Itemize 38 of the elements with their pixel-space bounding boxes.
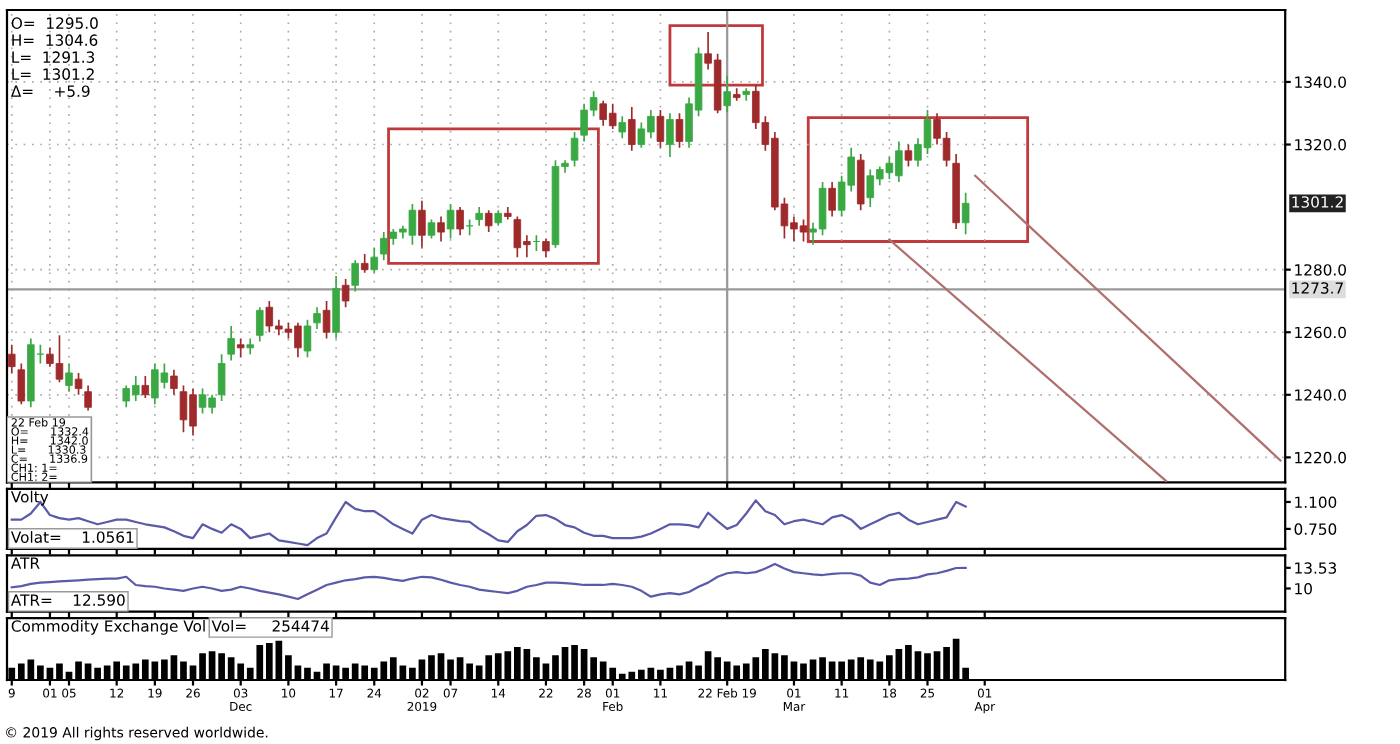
candlestick xyxy=(227,325,235,362)
candlestick xyxy=(666,112,674,158)
candlestick xyxy=(723,74,731,114)
candlestick xyxy=(84,384,92,412)
candlestick xyxy=(217,353,226,402)
candlestick xyxy=(628,106,636,152)
candlestick xyxy=(313,306,321,330)
candlestick xyxy=(236,337,245,359)
candlestick xyxy=(360,253,369,274)
candlestick xyxy=(904,143,913,168)
candlestick xyxy=(74,372,83,396)
candlestick xyxy=(856,153,865,212)
candlestick xyxy=(675,112,684,149)
candlestick xyxy=(370,246,378,274)
candlestick xyxy=(828,181,836,218)
candlestick xyxy=(256,306,264,343)
candlestick xyxy=(351,259,359,293)
candlestick xyxy=(570,131,579,168)
candlestick xyxy=(17,362,26,406)
candlestick xyxy=(65,362,73,393)
candlestick xyxy=(961,191,970,236)
candlestick xyxy=(418,200,426,249)
candlestick xyxy=(427,218,436,240)
candlestick xyxy=(656,109,665,149)
candlestick xyxy=(437,215,445,243)
candlestick xyxy=(484,209,493,233)
candlestick xyxy=(618,115,627,140)
candlestick xyxy=(542,237,550,258)
candlestick xyxy=(475,206,483,227)
candlestick xyxy=(303,318,312,359)
candlestick xyxy=(446,203,455,240)
candlestick xyxy=(141,375,150,399)
candlestick xyxy=(341,278,350,309)
candlestick xyxy=(456,206,464,237)
candlestick xyxy=(170,368,178,396)
candlestick xyxy=(322,300,331,340)
candlestick xyxy=(332,275,340,340)
candlestick xyxy=(8,343,16,374)
